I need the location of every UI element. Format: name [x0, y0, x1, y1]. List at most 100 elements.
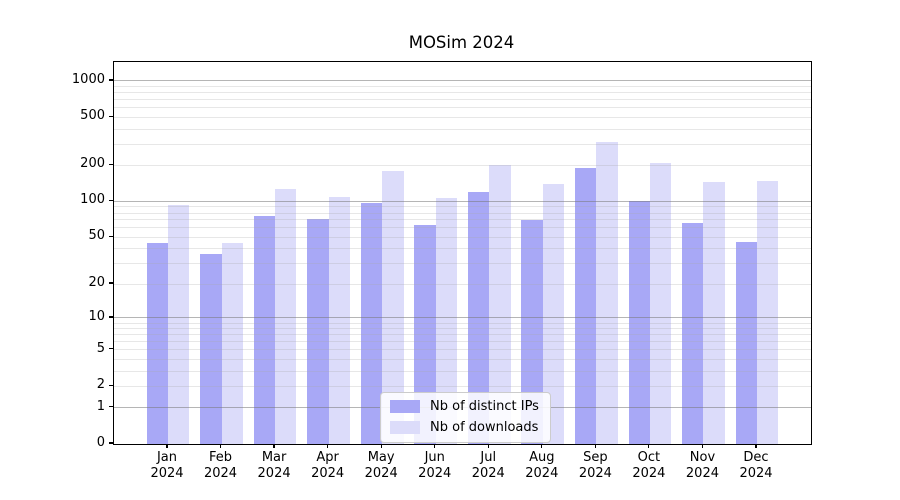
- minor-gridline: [114, 341, 811, 343]
- minor-gridline: [114, 219, 811, 221]
- y-tick-mark: [109, 282, 113, 284]
- x-tick-mark: [273, 444, 275, 448]
- bar-distinct-ips-dec: [735, 241, 757, 444]
- bar-downloads-oct: [649, 162, 672, 444]
- y-axis-tick-label: 50: [88, 228, 105, 244]
- y-tick-mark: [109, 115, 113, 117]
- minor-gridline: [114, 322, 811, 324]
- x-tick-mark: [541, 444, 543, 448]
- x-tick-mark: [755, 444, 757, 448]
- minor-gridline: [114, 358, 811, 360]
- minor-gridline: [114, 334, 811, 336]
- major-gridline: [114, 317, 811, 319]
- x-tick-mark: [219, 444, 222, 448]
- x-tick-mark: [380, 444, 382, 448]
- bar-distinct-ips-nov: [682, 223, 704, 444]
- bar-distinct-ips-jun: [414, 225, 436, 444]
- x-axis-tick-label: Dec 2024: [739, 450, 773, 481]
- x-tick-mark: [594, 444, 596, 448]
- x-axis-tick-label: Jul 2024: [471, 450, 505, 481]
- x-axis-tick-label: Jan 2024: [150, 450, 184, 481]
- minor-gridline: [114, 128, 811, 130]
- bar-downloads-jul: [489, 165, 511, 444]
- bar-downloads-feb: [221, 242, 243, 444]
- y-axis-tick-label: 500: [80, 108, 105, 124]
- x-axis-tick-label: Mar 2024: [257, 450, 291, 481]
- y-axis-tick-label: 5: [96, 340, 105, 356]
- x-axis-tick-label: Jun 2024: [418, 450, 452, 481]
- bar-distinct-ips-aug: [521, 219, 543, 444]
- bar-downloads-dec: [757, 181, 779, 444]
- bar-distinct-ips-feb: [200, 254, 222, 444]
- major-gridline: [114, 200, 811, 202]
- y-tick-mark: [109, 235, 113, 237]
- x-axis-tick-label: Aug 2024: [525, 450, 559, 481]
- legend-label-distinct-ips: Nb of distinct IPs: [430, 399, 539, 414]
- legend-swatch-distinct-ips: [390, 400, 420, 413]
- y-tick-mark: [109, 348, 113, 350]
- y-tick-mark: [109, 384, 113, 386]
- x-axis-tick-label: Feb 2024: [203, 450, 238, 481]
- bar-downloads-mar: [275, 189, 297, 444]
- y-tick-mark: [109, 199, 113, 202]
- x-axis-tick-label: Apr 2024: [311, 450, 345, 481]
- minor-gridline: [114, 283, 811, 285]
- x-tick-mark: [327, 444, 329, 448]
- legend-swatch-downloads: [390, 421, 420, 434]
- y-tick-mark: [109, 442, 113, 444]
- bar-distinct-ips-mar: [253, 216, 276, 444]
- minor-gridline: [114, 92, 811, 94]
- legend-item-distinct-ips: Nb of distinct IPs: [390, 399, 539, 414]
- minor-gridline: [114, 143, 811, 145]
- minor-gridline: [114, 370, 811, 372]
- bar-distinct-ips-sep: [574, 167, 597, 444]
- minor-gridline: [114, 385, 811, 387]
- bar-distinct-ips-may: [360, 203, 383, 444]
- y-tick-mark: [109, 79, 113, 81]
- y-axis-tick-label: 1: [96, 398, 105, 414]
- y-axis-tick-label: 1000: [71, 71, 105, 87]
- x-axis-tick-label: Nov 2024: [685, 450, 719, 481]
- bar-downloads-may: [382, 171, 404, 444]
- minor-gridline: [114, 116, 811, 118]
- gridlines-layer: [114, 62, 811, 444]
- plot-area: [113, 61, 812, 445]
- x-axis-tick-label: Sep 2024: [578, 450, 612, 481]
- minor-gridline: [114, 248, 811, 250]
- bar-downloads-aug: [542, 183, 565, 444]
- x-axis-tick-label: May 2024: [364, 450, 398, 481]
- minor-gridline: [114, 206, 811, 208]
- bar-distinct-ips-jan: [146, 242, 168, 444]
- x-tick-mark: [487, 444, 489, 448]
- y-axis-tick-label: 2: [96, 377, 105, 393]
- bar-downloads-jan: [168, 205, 190, 444]
- x-axis-tick-label: Oct 2024: [632, 450, 666, 481]
- y-axis-tick-label: 20: [88, 275, 105, 290]
- bar-downloads-apr: [328, 196, 351, 444]
- bar-distinct-ips-oct: [628, 200, 650, 444]
- minor-gridline: [114, 99, 811, 101]
- y-tick-mark: [109, 316, 113, 318]
- y-tick-mark: [109, 405, 113, 408]
- minor-gridline: [114, 164, 811, 166]
- minor-gridline: [114, 328, 811, 330]
- chart-title: MOSim 2024: [408, 33, 515, 52]
- minor-gridline: [114, 263, 811, 265]
- y-axis-tick-label: 200: [80, 156, 105, 172]
- bars-layer: [114, 62, 811, 444]
- x-tick-mark: [166, 444, 168, 448]
- y-axis-tick-label: 100: [80, 192, 105, 208]
- y-tick-mark: [109, 163, 113, 165]
- bar-distinct-ips-apr: [307, 218, 329, 444]
- minor-gridline: [114, 212, 811, 214]
- y-axis-tick-label: 10: [88, 308, 105, 324]
- minor-gridline: [114, 236, 811, 238]
- minor-gridline: [114, 227, 811, 229]
- minor-gridline: [114, 349, 811, 351]
- x-tick-mark: [434, 444, 436, 448]
- major-gridline: [114, 80, 811, 82]
- minor-gridline: [114, 107, 811, 109]
- y-axis-tick-label: 0: [96, 435, 105, 450]
- x-tick-mark: [701, 444, 704, 448]
